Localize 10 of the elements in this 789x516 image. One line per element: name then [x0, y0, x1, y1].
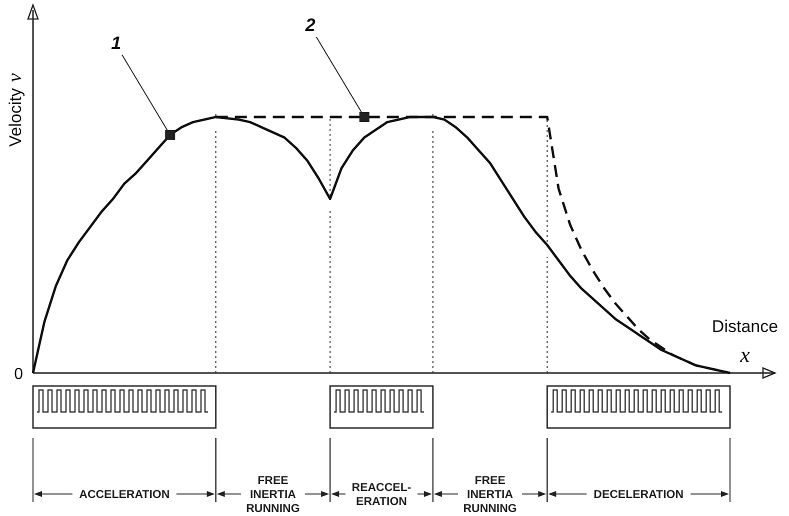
- text: REACCEL- ERATION: [352, 482, 412, 508]
- text: DECELERATION: [594, 489, 684, 501]
- y-axis-title: Velocity v: [4, 73, 26, 147]
- text: 1: [111, 32, 122, 53]
- text: FREE INERTIA RUNNING: [246, 475, 300, 515]
- text: 0: [14, 366, 24, 383]
- text: ACCELERATION: [79, 489, 170, 501]
- text: 2: [304, 15, 316, 35]
- text: FREE INERTIA RUNNING: [463, 475, 517, 515]
- x-axis-title: Distance x: [712, 317, 778, 367]
